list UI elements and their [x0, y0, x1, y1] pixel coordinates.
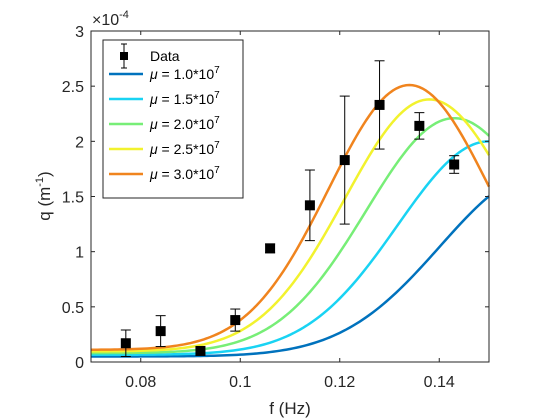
legend-label: μ = 1.5*107	[149, 90, 220, 107]
legend-entry-data: Data	[120, 43, 180, 69]
data-point	[339, 155, 350, 166]
curve-series-3	[90, 116, 490, 355]
legend-data-label: Data	[150, 48, 180, 64]
data-point	[155, 326, 166, 337]
x-axis-label: f (Hz)	[269, 399, 311, 418]
y-multiplier: ×10-4	[92, 9, 129, 29]
legend-entry-series-4: μ = 2.5*107	[109, 140, 220, 157]
legend-series-entries: μ = 1.0*107 μ = 1.5*107 μ = 2.0*107 μ = 2.5…	[109, 65, 220, 182]
legend-entry-series-2: μ = 1.5*107	[109, 90, 220, 107]
x-tick-label: 0.14	[424, 374, 455, 391]
legend-entry-series-1: μ = 1.0*107	[109, 65, 220, 82]
y-tick-label: 3	[75, 24, 84, 41]
y-tick-label: 1.5	[62, 190, 84, 207]
data-point	[195, 345, 206, 356]
curve-series-1	[91, 195, 490, 358]
data-point	[449, 159, 460, 170]
y-axis-label: q (m-1)	[34, 171, 54, 220]
axis-ticks: 0.08 0.1 0.12 0.14 0 0.5 1 1.5 2 2.5 3	[62, 24, 489, 391]
y-tick-label: 2	[75, 134, 84, 151]
curve-series-5	[90, 83, 491, 351]
legend-label: μ = 1.0*107	[149, 65, 220, 82]
y-tick-label: 0	[75, 355, 84, 372]
y-tick-label: 2.5	[62, 79, 84, 96]
data-points	[120, 60, 460, 357]
data-point	[414, 120, 425, 131]
legend-data-marker	[120, 52, 128, 60]
data-point	[265, 243, 276, 254]
x-tick-label: 0.1	[229, 374, 251, 391]
legend-box	[102, 39, 244, 199]
data-point	[120, 338, 131, 349]
legend-label: μ = 2.5*107	[149, 140, 220, 157]
x-tick-label: 0.08	[125, 374, 156, 391]
curve-series-4	[90, 98, 491, 353]
data-point	[374, 99, 385, 110]
data-point	[230, 315, 241, 326]
model-curves	[90, 83, 491, 358]
x-tick-label: 0.12	[324, 374, 355, 391]
data-point	[304, 200, 315, 211]
y-tick-label: 1	[75, 245, 84, 262]
legend-label: μ = 3.0*107	[149, 165, 220, 182]
legend-label: μ = 2.0*107	[149, 115, 220, 132]
legend-entry-series-5: μ = 3.0*107	[109, 165, 220, 182]
legend-entry-series-3: μ = 2.0*107	[109, 115, 220, 132]
curve-series-2	[91, 140, 490, 357]
y-tick-label: 0.5	[62, 300, 84, 317]
